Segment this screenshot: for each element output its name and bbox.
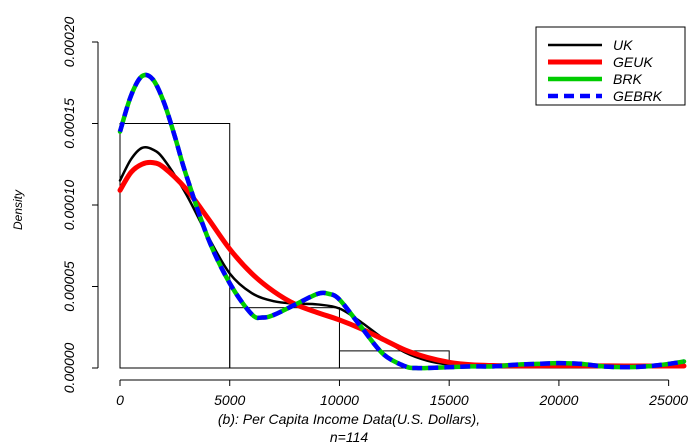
x-axis-label-line1: (b): Per Capita Income Data(U.S. Dollars…: [218, 411, 480, 427]
x-tick-label: 5000: [214, 392, 245, 408]
series-line-uk: [118, 145, 686, 368]
legend-label-gebrk: GEBRK: [613, 88, 663, 104]
histogram: [119, 123, 670, 369]
x-tick-label: 15000: [430, 392, 469, 408]
x-tick-label: 10000: [320, 392, 359, 408]
x-tick-label: 20000: [538, 392, 578, 408]
y-tick-label: 0.00020: [61, 16, 77, 67]
series-line-geuk: [117, 159, 687, 369]
density-curves: [117, 72, 687, 371]
histogram-bar: [338, 350, 450, 369]
legend-box: [535, 26, 686, 106]
x-axis-ticks: 0 5000 10000 15000 20000 25000: [116, 380, 688, 408]
x-tick-label: 25000: [648, 392, 688, 408]
series-line-brk: [117, 72, 687, 371]
legend-label-geuk: GEUK: [613, 54, 653, 70]
y-tick-label: 0.00000: [61, 342, 77, 393]
axes: 0 5000 10000 15000 20000 25000 0.00000 0.00005…: [61, 16, 688, 408]
y-axis-label: Density: [11, 189, 25, 230]
y-axis-ticks: 0.00000 0.00005 0.00010 0.00015 0.00020: [61, 16, 98, 393]
x-tick-label: 0: [116, 392, 124, 408]
x-axis-label-line2: n=114: [330, 429, 368, 445]
legend-label-uk: UK: [613, 37, 633, 53]
legend-label-brk: BRK: [613, 71, 642, 87]
y-tick-label: 0.00005: [61, 261, 77, 312]
y-tick-label: 0.00010: [61, 179, 77, 230]
series-line-gebrk: [117, 72, 685, 371]
y-tick-label: 0.00015: [61, 98, 77, 149]
